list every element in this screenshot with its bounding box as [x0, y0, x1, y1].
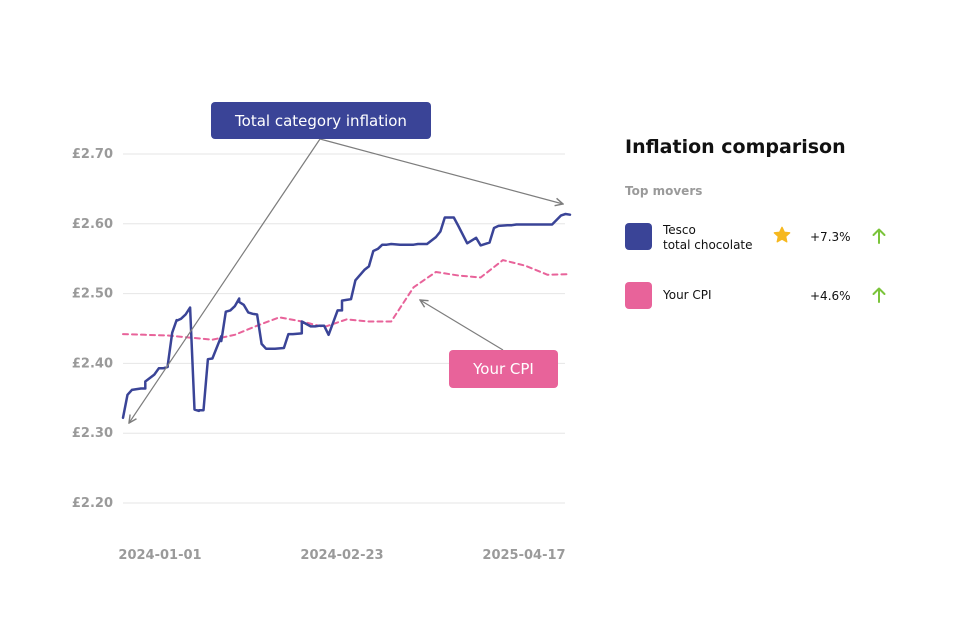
chart-grid	[123, 153, 565, 504]
series-line-tesco	[121, 212, 572, 420]
x-tick-label: 2024-01-01	[118, 548, 201, 563]
y-tick-label: £2.40	[72, 356, 113, 371]
callout-arrows	[129, 138, 563, 423]
arrow-to-line-end	[319, 138, 563, 204]
y-tick-label: £2.60	[72, 217, 113, 232]
mover-name-your-cpi: Your CPI	[663, 288, 712, 302]
mover-name-line2: total chocolate	[663, 238, 753, 252]
mover-row-your-cpi[interactable]: Your CPI +4.6%	[625, 282, 895, 310]
y-tick-label: £2.50	[72, 287, 113, 302]
panel-subtitle: Top movers	[625, 184, 703, 198]
arrow-up-icon	[872, 287, 886, 303]
y-axis-ticks: £2.70 £2.60 £2.50 £2.40 £2.30 £2.20	[72, 147, 113, 511]
series-line-your-cpi	[122, 259, 571, 341]
mover-pct-your-cpi: +4.6%	[810, 289, 851, 303]
panel-title: Inflation comparison	[625, 136, 846, 158]
arrow-up-icon	[872, 228, 886, 244]
mover-name-tesco: Tesco total chocolate	[663, 223, 753, 253]
callout-total-category-inflation: Total category inflation	[211, 102, 431, 139]
mover-row-tesco[interactable]: Tesco total chocolate +7.3%	[625, 223, 895, 253]
arrow-to-cpi-line	[420, 300, 504, 351]
y-tick-label: £2.20	[72, 496, 113, 511]
chart-series	[121, 212, 572, 420]
x-tick-label: 2024-02-23	[300, 548, 383, 563]
legend-swatch-tesco	[625, 223, 652, 250]
x-tick-label: 2025-04-17	[482, 548, 565, 563]
star-icon	[773, 226, 791, 243]
mover-pct-tesco: +7.3%	[810, 230, 851, 244]
y-tick-label: £2.30	[72, 426, 113, 441]
arrow-to-line-start	[129, 138, 321, 423]
y-tick-label: £2.70	[72, 147, 113, 162]
callout-your-cpi: Your CPI	[449, 350, 558, 388]
mover-name-line1: Tesco	[663, 223, 696, 237]
x-axis-ticks: 2024-01-01 2024-02-23 2025-04-17	[118, 548, 565, 563]
legend-swatch-your-cpi	[625, 282, 652, 309]
